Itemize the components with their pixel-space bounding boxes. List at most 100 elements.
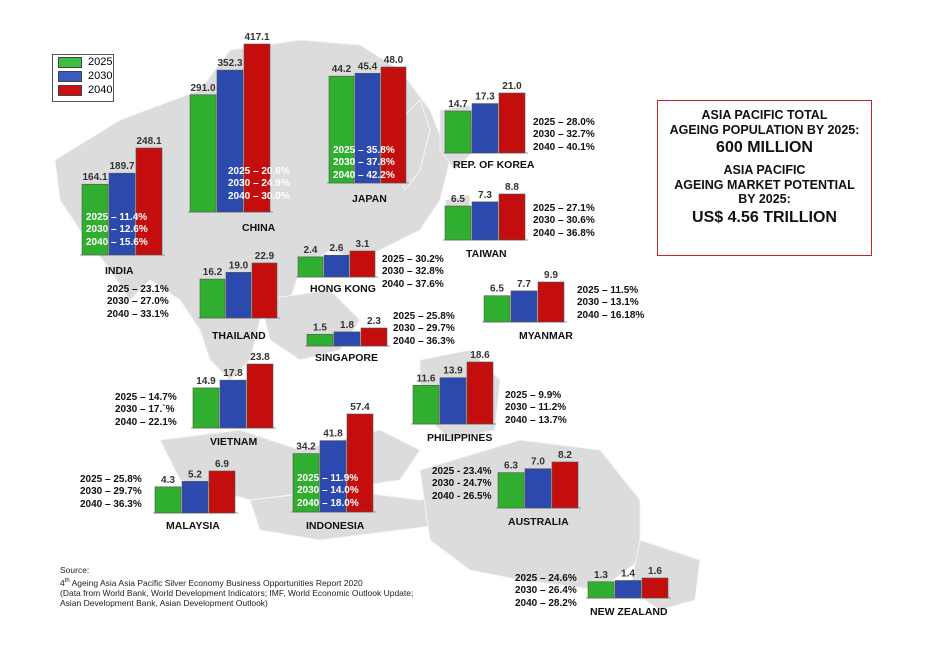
value-label-singapore-2040: 2.3 <box>367 316 381 327</box>
value-label-philippines-2040: 18.6 <box>470 350 490 361</box>
country-name-japan: JAPAN <box>352 193 387 205</box>
pct-label: 2025 – 14.7% <box>115 392 177 403</box>
source-data-2: Asian Development Bank, Asian Developmen… <box>60 598 268 609</box>
value-label-india-2040: 248.1 <box>136 136 161 147</box>
value-label-hong-kong-2030: 2.6 <box>330 243 344 254</box>
value-label-singapore-2025: 1.5 <box>313 322 327 333</box>
bar-myanmar-2040 <box>537 281 565 323</box>
pct-label: 2030 – 24.9% <box>228 178 290 190</box>
pct-label: 2030 – 32.7% <box>533 129 595 141</box>
legend-label-2040: 2040 <box>88 84 113 96</box>
pct-label: 2025 – 11.4% <box>86 212 148 223</box>
pct-labels-thailand: 2025 – 23.1% 2030 – 27.0% 2040 – 33.1% <box>107 284 169 321</box>
value-label-new-zealand-2040: 1.6 <box>648 566 662 577</box>
bar-thailand-2030 <box>225 272 252 319</box>
pct-label: 2030 – 11.2% <box>505 402 567 414</box>
bar-thailand-2025 <box>199 278 226 319</box>
bar-india-2030 <box>108 172 136 256</box>
pct-label: 2025 – 25.8% <box>80 474 142 485</box>
bar-rep-of-korea-2030 <box>471 103 499 154</box>
pct-label: 2040 - 26.5% <box>432 490 492 502</box>
pct-label: 2040 – 36.8% <box>533 227 595 239</box>
country-name-myanmar: MYANMAR <box>519 330 573 342</box>
bar-australia-2025 <box>497 472 525 509</box>
bar-hong-kong-2030 <box>323 254 350 278</box>
pct-label: 2025 – 30.2% <box>382 254 444 265</box>
pct-label: 2025 – 27.1% <box>533 203 595 214</box>
value-label-new-zealand-2025: 1.3 <box>594 570 608 581</box>
bar-taiwan-2040 <box>498 193 526 241</box>
bar-philippines-2025 <box>412 385 440 425</box>
legend-item-2025: 2025 <box>58 55 113 69</box>
value-label-indonesia-2030: 41.8 <box>323 429 343 440</box>
bar-malaysia-2030 <box>181 481 209 514</box>
value-label-taiwan-2030: 7.3 <box>478 190 492 201</box>
pct-label: 2040 – 18.0% <box>297 497 359 509</box>
country-name-taiwan: TAIWAN <box>466 248 507 260</box>
pct-label: 2030 – 27.0% <box>107 296 169 308</box>
pct-label: 2030 – 12.6% <box>86 224 148 236</box>
bar-indonesia-2030 <box>319 440 347 513</box>
value-label-vietnam-2040: 23.8 <box>250 352 270 363</box>
pct-labels-rep-of-korea: 2025 – 28.0% 2030 – 32.7% 2040 – 40.1% <box>533 117 595 154</box>
value-label-thailand-2025: 16.2 <box>203 267 223 278</box>
bar-rep-of-korea-2025 <box>444 110 472 154</box>
bar-indonesia-2025 <box>292 453 320 513</box>
value-label-taiwan-2025: 6.5 <box>451 194 465 205</box>
value-label-myanmar-2025: 6.5 <box>490 284 504 295</box>
value-label-australia-2030: 7.0 <box>531 457 545 468</box>
bar-hong-kong-2040 <box>349 250 376 278</box>
pct-label: 2030 – 29.7% <box>80 486 142 498</box>
pct-label: 2030 – 26.4% <box>515 585 577 597</box>
value-label-china-2025: 291.0 <box>190 83 215 94</box>
pct-label: 2025 – 9.9% <box>505 390 562 401</box>
bar-malaysia-2040 <box>208 470 236 514</box>
value-label-australia-2025: 6.3 <box>504 461 518 472</box>
pct-label: 2025 – 24.6% <box>515 573 577 584</box>
value-label-myanmar-2030: 7.7 <box>517 279 531 290</box>
pct-labels-malaysia: 2025 – 25.8% 2030 – 29.7% 2040 – 36.3% <box>80 474 142 511</box>
bar-china-2025 <box>189 94 217 213</box>
pct-label: 2025 – 20.6% <box>228 166 290 177</box>
value-label-thailand-2040: 22.9 <box>255 251 275 262</box>
pct-label: 2025 - 23.4% <box>432 466 492 477</box>
bar-china-2040 <box>243 43 271 213</box>
pct-label: 2030 – 37.8% <box>333 157 395 169</box>
bar-singapore-2030 <box>333 331 361 347</box>
pct-label: 2030 – 32.8% <box>382 266 444 278</box>
value-label-hong-kong-2040: 3.1 <box>356 239 370 250</box>
pct-labels-myanmar: 2025 – 11.5% 2030 – 13.1% 2040 – 16.18% <box>577 285 644 322</box>
value-label-indonesia-2040: 57.4 <box>350 402 370 413</box>
pct-labels-philippines: 2025 – 9.9% 2030 – 11.2% 2040 – 13.7% <box>505 390 567 427</box>
legend-label-2030: 2030 <box>88 70 113 82</box>
value-label-malaysia-2030: 5.2 <box>188 469 202 480</box>
source-report: 4th Ageing Asia Asia Pacific Silver Econ… <box>60 576 413 588</box>
bar-singapore-2025 <box>306 333 334 347</box>
legend: 2025 2030 2040 <box>52 54 114 102</box>
country-name-china: CHINA <box>242 222 276 234</box>
country-name-hong-kong: HONG KONG <box>310 283 376 295</box>
value-label-rep-of-korea-2030: 17.3 <box>475 92 495 103</box>
bar-myanmar-2025 <box>483 295 511 323</box>
summary-line-6: BY 2025: <box>738 192 791 206</box>
legend-item-2030: 2030 <box>58 69 113 83</box>
bar-taiwan-2030 <box>471 201 499 241</box>
pct-label: 2030 – 14.0% <box>297 485 359 497</box>
source-data-1: (Data from World Bank, World Development… <box>60 587 414 598</box>
bar-japan-2025 <box>328 75 355 184</box>
pct-labels-vietnam: 2025 – 14.7% 2030 – 17.`% 2040 – 22.1% <box>115 392 177 429</box>
bar-new-zealand-2040 <box>641 577 669 599</box>
value-label-indonesia-2025: 34.2 <box>296 442 316 453</box>
bar-hong-kong-2025 <box>297 256 324 278</box>
country-name-indonesia: INDONESIA <box>306 520 365 532</box>
pct-label: 2040 – 37.6% <box>382 278 444 290</box>
country-name-singapore: SINGAPORE <box>315 352 379 364</box>
pct-label: 2040 – 36.3% <box>393 335 455 347</box>
pct-label: 2025 – 35.8% <box>333 145 395 156</box>
country-name-vietnam: VIETNAM <box>210 436 258 448</box>
